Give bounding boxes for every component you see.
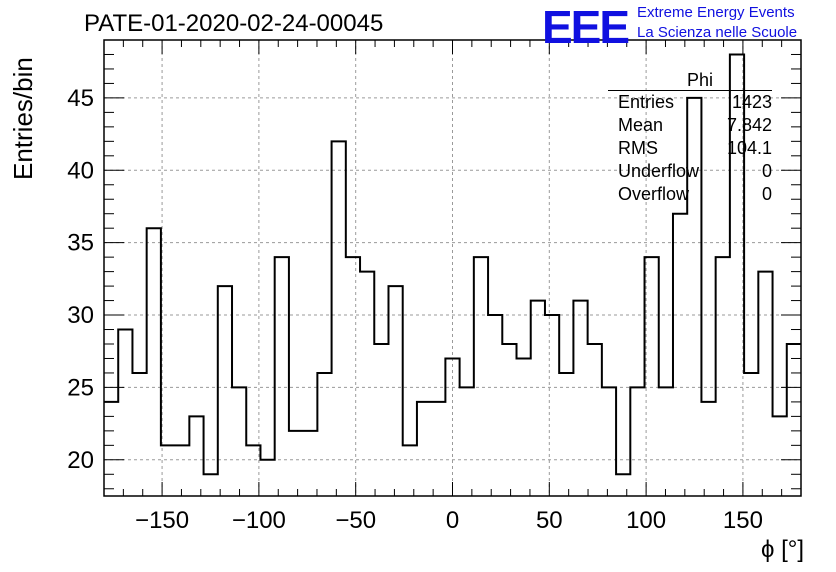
y-tick-label: 35 bbox=[67, 230, 94, 257]
x-tick-label: 100 bbox=[626, 507, 666, 534]
x-tick-label: 50 bbox=[536, 507, 563, 534]
y-tick-label: 30 bbox=[67, 302, 94, 329]
stats-row: Overflow 0 bbox=[608, 183, 772, 206]
x-tick-label: 0 bbox=[446, 507, 459, 534]
stats-label: RMS bbox=[618, 138, 658, 158]
y-tick-label: 45 bbox=[67, 85, 94, 112]
stats-box: Phi Entries 1423 Mean 7.842 RMS 104.1 Un… bbox=[608, 68, 772, 206]
stats-label: Entries bbox=[618, 92, 675, 112]
y-tick-label: 25 bbox=[67, 374, 94, 401]
stats-value: 104.1 bbox=[726, 138, 772, 158]
stats-value: 0 bbox=[761, 161, 772, 181]
y-tick-label: 20 bbox=[67, 447, 94, 474]
y-tick-label: 40 bbox=[67, 157, 94, 184]
grid bbox=[104, 40, 801, 496]
stats-label: Underflow bbox=[618, 161, 700, 181]
stats-label: Mean bbox=[618, 115, 664, 135]
x-tick-label: −150 bbox=[135, 507, 189, 534]
x-tick-label: −50 bbox=[335, 507, 376, 534]
stats-value: 7.842 bbox=[726, 115, 772, 135]
y-axis-label: Entries/bin bbox=[8, 20, 40, 180]
logo-line-2: La Scienza nelle Scuole bbox=[637, 24, 798, 41]
stats-row: Entries 1423 bbox=[608, 91, 772, 114]
stats-row: RMS 104.1 bbox=[608, 137, 772, 160]
stats-row: Underflow 0 bbox=[608, 160, 772, 183]
chart-title: PATE-01-2020-02-24-00045 bbox=[84, 10, 384, 37]
logo-line-1: Extreme Energy Events bbox=[637, 4, 795, 21]
x-tick-label: 150 bbox=[723, 507, 763, 534]
histogram-series bbox=[104, 53, 801, 476]
stats-value: 0 bbox=[761, 184, 772, 204]
stats-row: Mean 7.842 bbox=[608, 114, 772, 137]
stats-label: Overflow bbox=[618, 184, 690, 204]
eee-logo: EEE bbox=[542, 1, 630, 53]
x-tick-label: −100 bbox=[232, 507, 286, 534]
x-axis-label: ϕ [°] bbox=[760, 536, 804, 563]
x-axis: −150 −100 −50 0 50 100 150 bbox=[103, 40, 802, 534]
stats-title: Phi bbox=[608, 68, 772, 91]
y-axis: 20 25 30 35 40 45 bbox=[67, 39, 801, 490]
stats-value: 1423 bbox=[731, 92, 772, 112]
y-axis-label-text: Entries/bin bbox=[8, 57, 38, 180]
